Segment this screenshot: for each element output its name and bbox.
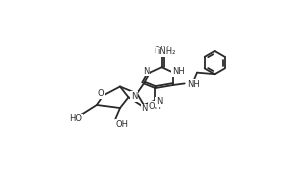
Text: N: N — [142, 104, 148, 113]
Text: HO: HO — [69, 114, 82, 123]
Text: N: N — [143, 67, 149, 76]
Text: N: N — [131, 92, 137, 101]
Text: iNH₂: iNH₂ — [154, 46, 172, 55]
Text: iNH₂: iNH₂ — [157, 47, 175, 56]
Text: N: N — [156, 97, 162, 106]
Text: NH: NH — [187, 80, 200, 89]
Text: OH: OH — [149, 102, 162, 111]
Text: OH: OH — [115, 120, 128, 129]
Text: O: O — [97, 89, 104, 98]
Text: NH: NH — [172, 67, 185, 76]
